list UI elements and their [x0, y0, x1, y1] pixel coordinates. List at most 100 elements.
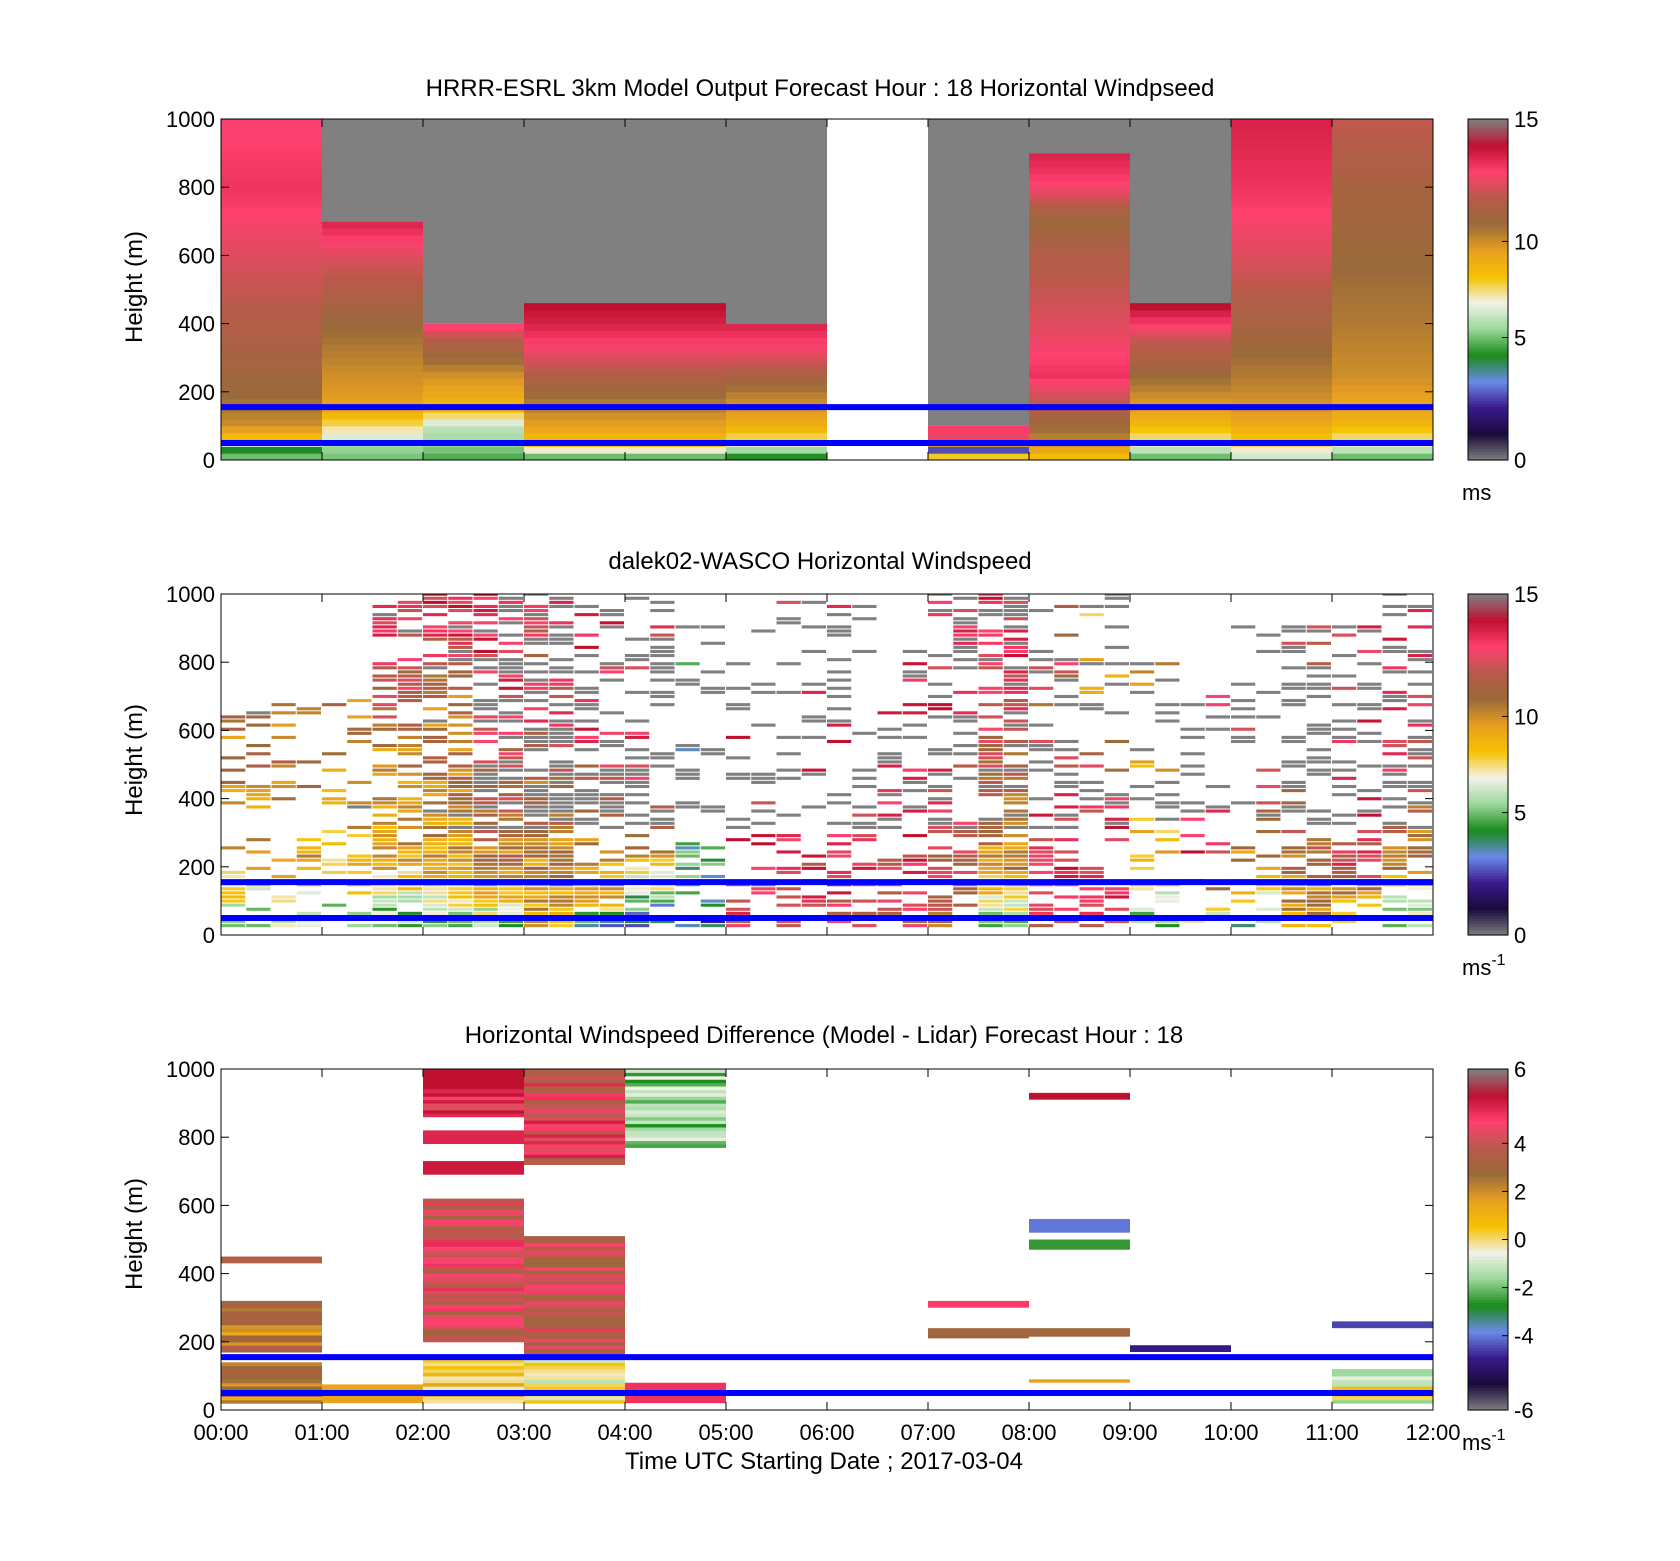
lidar-cell [801, 854, 826, 858]
lidar-cell [599, 801, 624, 805]
lidar-cell [1003, 817, 1028, 821]
difference-cell [423, 1311, 524, 1316]
model-cell [322, 275, 423, 284]
lidar-cell [726, 919, 751, 924]
model-colorbar-segment [1468, 164, 1508, 168]
lidar-cell [599, 850, 624, 854]
difference-colorbar-segment [1468, 1250, 1508, 1255]
model-cell [1029, 309, 1130, 318]
model-cell [928, 432, 1029, 441]
lidar-cell [625, 756, 650, 760]
model-cell [1130, 350, 1231, 359]
difference-ytick-label: 600 [178, 1193, 215, 1218]
difference-cell [423, 1379, 524, 1384]
lidar-cell [574, 891, 599, 895]
lidar-cell [473, 854, 498, 858]
difference-cell [221, 1345, 322, 1350]
lidar-cell [1281, 874, 1306, 879]
model-colorbar-segment [1468, 334, 1508, 339]
lidar-cell [423, 735, 448, 739]
lidar-cell [1104, 825, 1129, 829]
lidar-colorbar-segment [1468, 855, 1508, 859]
model-cells [221, 119, 1433, 460]
lidar-colorbar-segment [1468, 704, 1508, 709]
lidar-cell [1281, 899, 1306, 903]
lidar-cell [372, 621, 397, 625]
difference-panel: Horizontal Windspeed Difference (Model -… [121, 1022, 1534, 1475]
lidar-cell [549, 686, 574, 690]
model-cell [1231, 262, 1332, 270]
lidar-colorbar-segment [1468, 730, 1508, 734]
difference-cell [221, 1314, 322, 1319]
difference-cell [625, 1109, 726, 1114]
lidar-cell [423, 662, 448, 666]
model-cell [1130, 330, 1231, 338]
lidar-cell [902, 834, 927, 838]
lidar-cell [524, 809, 549, 813]
model-cell [221, 323, 322, 331]
lidar-cell [1382, 772, 1407, 776]
difference-cell [524, 1331, 625, 1336]
lidar-cell [1407, 694, 1432, 699]
lidar-cell [1054, 772, 1079, 776]
lidar-cell [625, 772, 650, 776]
lidar-cell [372, 686, 397, 690]
lidar-cell [549, 911, 574, 915]
difference-cell [221, 1304, 322, 1309]
lidar-colorbar-segment [1468, 645, 1508, 649]
difference-colorbar-segment [1468, 1310, 1508, 1314]
difference-cell [625, 1099, 726, 1104]
lidar-cell [1407, 899, 1432, 903]
lidar-cell [423, 919, 448, 924]
model-cell [1231, 275, 1332, 284]
lidar-cell [928, 903, 953, 907]
difference-xtick-label: 01:00 [294, 1420, 349, 1445]
lidar-cell [978, 862, 1003, 866]
lidar-cell [852, 617, 877, 621]
lidar-cell [1306, 641, 1331, 645]
lidar-cell [448, 829, 473, 834]
lidar-cell [246, 715, 271, 719]
lidar-cell [397, 854, 422, 858]
lidar-cell [498, 813, 523, 817]
lidar-cell [650, 825, 675, 829]
lidar-cell [1079, 764, 1104, 768]
lidar-cell [448, 596, 473, 600]
model-cell [1029, 330, 1130, 338]
difference-xtick-label: 04:00 [597, 1420, 652, 1445]
difference-cell [423, 1280, 524, 1285]
model-cell [322, 384, 423, 393]
difference-cell [524, 1082, 625, 1087]
lidar-colorbar-segment [1468, 875, 1508, 879]
lidar-cell [1407, 784, 1432, 789]
lidar-cell [852, 825, 877, 829]
lidar-cell [1357, 662, 1382, 666]
lidar-cell [549, 866, 574, 870]
lidar-cell [1155, 829, 1180, 834]
lidar-cell [423, 633, 448, 637]
model-colorbar-segment [1468, 340, 1508, 345]
lidar-cell [928, 895, 953, 899]
lidar-cell [473, 789, 498, 793]
lidar-cell [1332, 703, 1357, 707]
lidar-cell [928, 821, 953, 825]
lidar-cell [448, 919, 473, 924]
lidar-cell [1256, 874, 1281, 879]
lidar-cell [650, 703, 675, 707]
difference-colorbar-segment [1468, 1304, 1508, 1309]
difference-cell [524, 1396, 625, 1401]
lidar-cell [524, 887, 549, 891]
lidar-cell [1256, 690, 1281, 694]
model-cell [1231, 323, 1332, 331]
difference-cell [524, 1161, 625, 1165]
lidar-cell [1029, 797, 1054, 801]
lidar-cell [953, 850, 978, 854]
lidar-cell [473, 764, 498, 768]
lidar-cell [498, 809, 523, 813]
lidar-cell [953, 621, 978, 625]
model-cell [1332, 255, 1433, 263]
lidar-cell [827, 678, 852, 682]
difference-xtick-label: 03:00 [496, 1420, 551, 1445]
lidar-cell [1104, 801, 1129, 805]
